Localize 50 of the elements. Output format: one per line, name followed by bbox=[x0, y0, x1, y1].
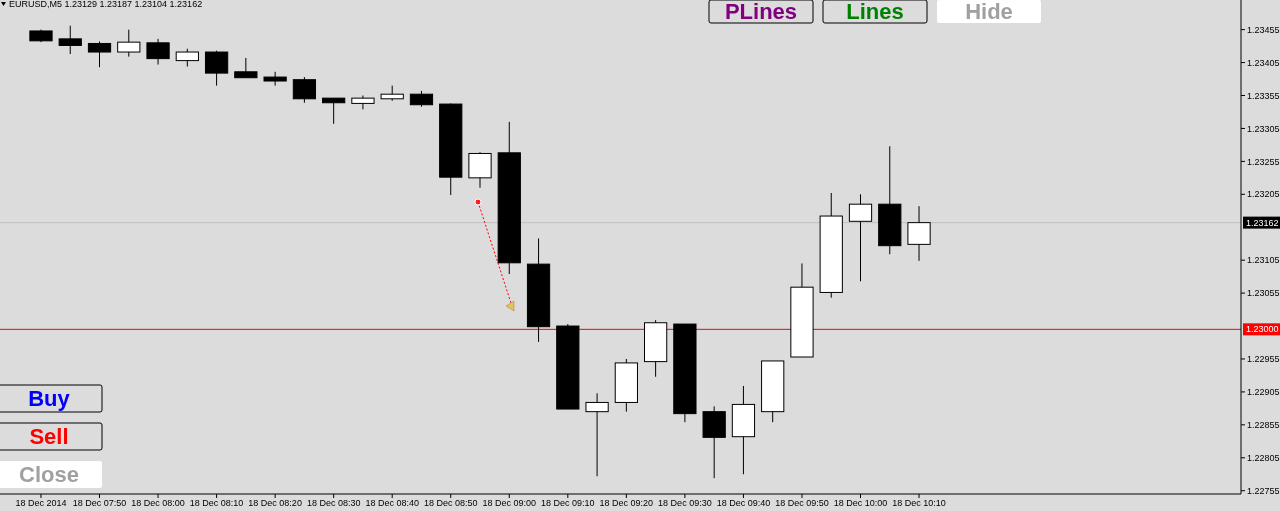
candlestick bbox=[263, 71, 287, 87]
candlestick bbox=[292, 76, 317, 104]
candlestick bbox=[117, 29, 141, 58]
y-tick-label: 1.22955 bbox=[1247, 354, 1280, 365]
y-tick-label: 1.23105 bbox=[1247, 255, 1280, 266]
y-tick-label: 1.23055 bbox=[1247, 288, 1280, 299]
x-tick-label: 18 Dec 10:10 bbox=[892, 498, 946, 508]
candlestick bbox=[907, 205, 931, 262]
y-tick-label: 1.23305 bbox=[1247, 123, 1280, 134]
y-tick-label: 1.23405 bbox=[1247, 57, 1280, 68]
x-tick-label: 18 Dec 08:20 bbox=[248, 498, 302, 508]
candlestick bbox=[146, 38, 170, 66]
y-tick-label: 1.23205 bbox=[1247, 189, 1280, 200]
x-tick-label: 18 Dec 08:00 bbox=[131, 498, 185, 508]
x-tick-label: 18 Dec 09:00 bbox=[482, 498, 537, 508]
x-tick-label: 18 Dec 08:30 bbox=[306, 498, 361, 508]
ref-line-label: 1.23000 bbox=[1246, 324, 1279, 335]
x-tick-label: 18 Dec 08:40 bbox=[365, 498, 419, 508]
y-tick-label: 1.22805 bbox=[1247, 452, 1280, 463]
y-tick-label: 1.23355 bbox=[1247, 90, 1280, 101]
x-tick-label: 18 Dec 08:10 bbox=[189, 498, 244, 508]
candlestick bbox=[322, 97, 346, 125]
x-tick-label: 18 Dec 2014 bbox=[15, 498, 67, 508]
candlestick bbox=[204, 50, 229, 87]
candlestick bbox=[585, 392, 609, 477]
x-tick-label: 18 Dec 09:10 bbox=[541, 498, 595, 508]
x-tick-label: 18 Dec 08:50 bbox=[423, 498, 478, 508]
y-tick-label: 1.22905 bbox=[1247, 387, 1280, 398]
x-tick-label: 18 Dec 10:00 bbox=[833, 498, 888, 508]
annotation: Sell bbox=[29, 424, 69, 450]
annotation: PLines bbox=[724, 0, 798, 25]
y-tick-label: 1.23455 bbox=[1247, 24, 1280, 35]
annotation: Close bbox=[19, 462, 79, 488]
x-tick-label: 18 Dec 09:30 bbox=[658, 498, 712, 508]
candlestick bbox=[87, 41, 112, 68]
candlestick bbox=[848, 193, 873, 282]
x-tick-label: 18 Dec 09:40 bbox=[716, 498, 771, 508]
x-tick-label: 18 Dec 09:50 bbox=[775, 498, 829, 508]
candlestick bbox=[234, 57, 258, 79]
annotation: Lines bbox=[846, 0, 904, 25]
ref-line-label: 1.23162 bbox=[1246, 217, 1279, 228]
y-tick-label: 1.23255 bbox=[1247, 156, 1280, 167]
x-tick-label: 18 Dec 09:20 bbox=[599, 498, 654, 508]
chart-title: EURUSD,M5 1.23129 1.23187 1.23104 1.23162 bbox=[9, 0, 203, 9]
candlestick bbox=[58, 25, 82, 55]
x-tick-label: 18 Dec 07:50 bbox=[72, 498, 127, 508]
annotation: Buy bbox=[28, 386, 71, 412]
annotation: Hide bbox=[965, 0, 1013, 25]
y-tick-label: 1.22755 bbox=[1247, 485, 1280, 496]
y-tick-label: 1.22855 bbox=[1247, 419, 1280, 430]
